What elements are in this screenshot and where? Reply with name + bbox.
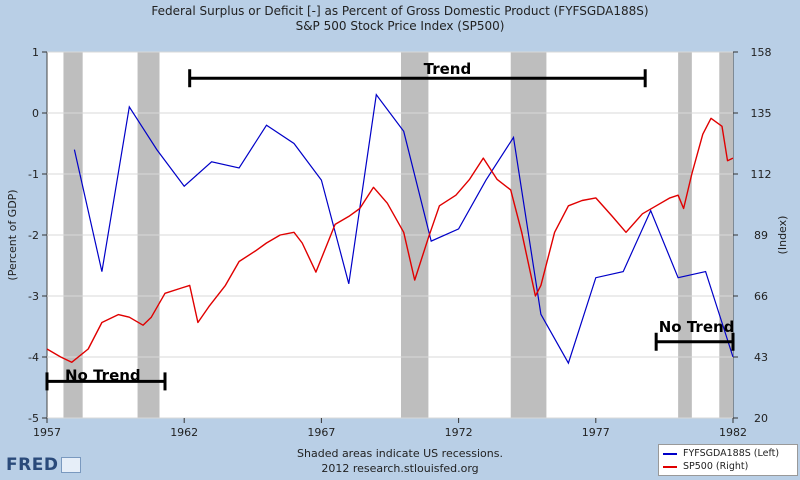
legend-swatch-right [663, 465, 677, 468]
tick-label-x: 1962 [170, 426, 198, 439]
tick-label-right: 43 [754, 351, 768, 364]
sparkline-icon [61, 457, 82, 473]
chart-legend: FYFSGDA188S (Left) SP500 (Right) [658, 444, 798, 476]
legend-label-right: SP500 (Right) [683, 461, 749, 472]
tick-label-left: -1 [28, 168, 39, 181]
tick-label-x: 1982 [719, 426, 747, 439]
legend-item-left-series: FYFSGDA188S (Left) [663, 447, 779, 460]
fred-logo[interactable]: FRED [6, 454, 82, 476]
tick-label-left: -3 [28, 290, 39, 303]
chart-title-line-1: Federal Surplus or Deficit [-] as Percen… [151, 4, 649, 18]
annotation-label: Trend [424, 60, 472, 78]
recession-note: Shaded areas indicate US recessions. [297, 447, 503, 460]
tick-label-left: -5 [28, 412, 39, 425]
tick-label-right: 66 [754, 290, 768, 303]
chart-title-line-2: S&P 500 Stock Price Index (SP500) [295, 19, 505, 33]
tick-label-x: 1977 [582, 426, 610, 439]
tick-label-left: -4 [28, 351, 39, 364]
tick-label-right: 135 [751, 107, 772, 120]
tick-label-right: 112 [751, 168, 772, 181]
tick-label-left: -2 [28, 229, 39, 242]
tick-label-right: 20 [754, 412, 768, 425]
series-line-right [46, 117, 734, 363]
tick-label-x: 1957 [33, 426, 61, 439]
legend-label-left: FYFSGDA188S (Left) [683, 448, 780, 459]
annotation-label: No Trend [65, 366, 141, 384]
y-axis-label-left: (Percent of GDP) [6, 189, 19, 280]
tick-label-x: 1972 [445, 426, 473, 439]
tick-label-right: 158 [751, 46, 772, 59]
tick-label-x: 1967 [307, 426, 335, 439]
tick-label-left: 0 [32, 107, 39, 120]
fred-logo-text: FRED [6, 455, 59, 475]
legend-item-right-series: SP500 (Right) [663, 460, 748, 473]
source-note[interactable]: 2012 research.stlouisfed.org [321, 462, 479, 475]
tick-label-right: 89 [754, 229, 768, 242]
y-axis-label-right: (Index) [776, 216, 789, 255]
legend-swatch-left [663, 452, 677, 455]
series-line-left [73, 93, 734, 365]
tick-label-left: 1 [32, 46, 39, 59]
annotation-label: No Trend [659, 318, 735, 336]
